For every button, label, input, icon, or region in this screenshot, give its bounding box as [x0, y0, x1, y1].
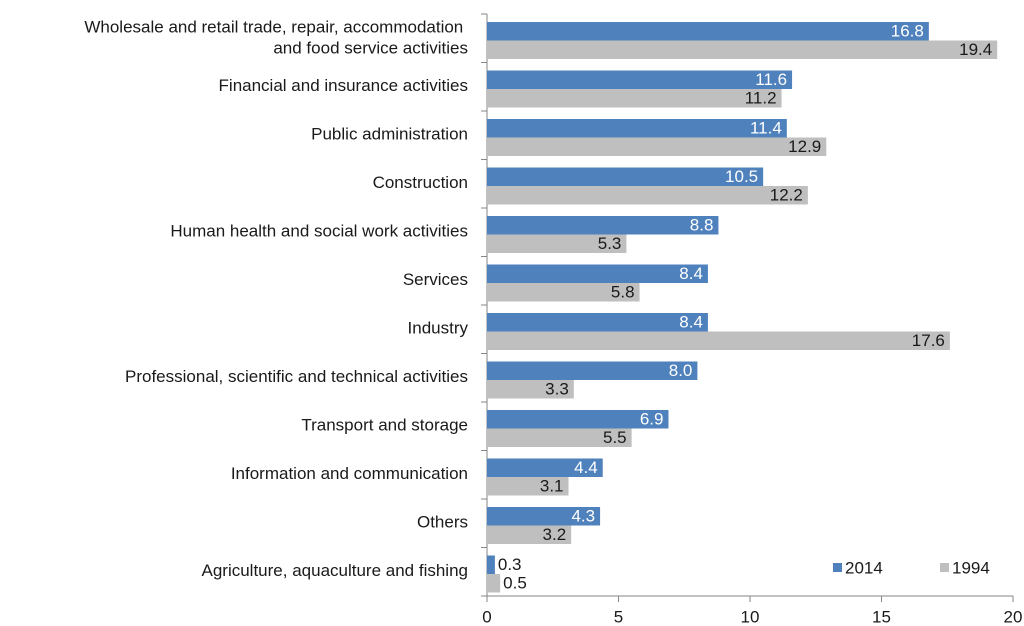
y-tick-label: Agriculture, aquaculture and fishing [202, 561, 469, 580]
legend-swatch [940, 563, 949, 572]
value-label: 11.6 [755, 70, 787, 89]
legend-swatch [833, 563, 842, 572]
value-label: 8.0 [669, 361, 693, 380]
value-label: 12.2 [770, 186, 803, 205]
value-label: 3.2 [543, 525, 567, 544]
y-tick-label: Industry [408, 319, 469, 338]
y-tick-label: Public administration [311, 125, 468, 144]
value-label: 0.3 [498, 555, 522, 574]
value-label: 8.4 [679, 264, 703, 283]
bar [487, 458, 603, 477]
value-label: 4.4 [574, 458, 598, 477]
bar [487, 555, 495, 574]
value-label: 3.3 [545, 380, 569, 399]
value-label: 6.9 [640, 410, 664, 429]
bar [487, 137, 827, 156]
y-tick-label: Wholesale and retail trade, repair, acco… [84, 18, 468, 58]
bar [487, 216, 719, 235]
value-label: 16.8 [891, 22, 924, 41]
legend-label: 1994 [952, 558, 990, 577]
y-tick-label: Information and communication [231, 464, 468, 483]
value-label: 8.8 [690, 216, 714, 235]
bar [487, 70, 793, 89]
x-tick-label: 5 [614, 607, 623, 626]
bar [487, 234, 627, 253]
bar [487, 264, 708, 283]
y-tick-label: Others [417, 513, 468, 532]
value-label: 5.3 [598, 234, 622, 253]
y-tick-label: Services [403, 270, 468, 289]
value-label: 19.4 [959, 40, 992, 59]
bar [487, 574, 501, 593]
y-tick-label: Human health and social work activities [170, 222, 468, 241]
value-label: 17.6 [912, 331, 945, 350]
bar [487, 428, 632, 447]
bar [487, 380, 574, 399]
value-label: 4.3 [571, 507, 595, 526]
x-tick-label: 15 [872, 607, 891, 626]
bar [487, 507, 601, 526]
bar [487, 410, 669, 429]
label-line: and food service activities [273, 39, 468, 58]
bar [487, 525, 572, 544]
legend-label: 2014 [845, 558, 883, 577]
value-label: 12.9 [788, 137, 821, 156]
bar [487, 361, 698, 380]
y-tick-label: Transport and storage [301, 416, 468, 435]
bar [487, 40, 998, 59]
bar [487, 22, 929, 41]
bar [487, 477, 569, 496]
value-label: 10.5 [725, 167, 758, 186]
value-label: 5.8 [611, 283, 635, 302]
y-tick-label: Financial and insurance activities [219, 76, 468, 95]
value-label: 3.1 [540, 477, 564, 496]
bar [487, 89, 782, 108]
y-tick-label: Construction [373, 173, 468, 192]
value-label: 11.4 [750, 119, 782, 138]
value-label: 5.5 [603, 428, 627, 447]
bar [487, 313, 708, 332]
value-label: 11.2 [745, 89, 777, 108]
bar [487, 119, 787, 138]
y-tick-label: Professional, scientific and technical a… [125, 367, 468, 386]
value-label: 0.5 [503, 574, 527, 593]
label-line: Wholesale and retail trade, repair, acco… [84, 18, 468, 37]
value-label: 8.4 [679, 313, 703, 332]
bar [487, 331, 950, 350]
bar [487, 186, 808, 205]
x-tick-label: 20 [1004, 607, 1023, 626]
x-tick-label: 10 [741, 607, 760, 626]
bar [487, 283, 640, 302]
x-tick-label: 0 [482, 607, 491, 626]
bar [487, 167, 764, 186]
